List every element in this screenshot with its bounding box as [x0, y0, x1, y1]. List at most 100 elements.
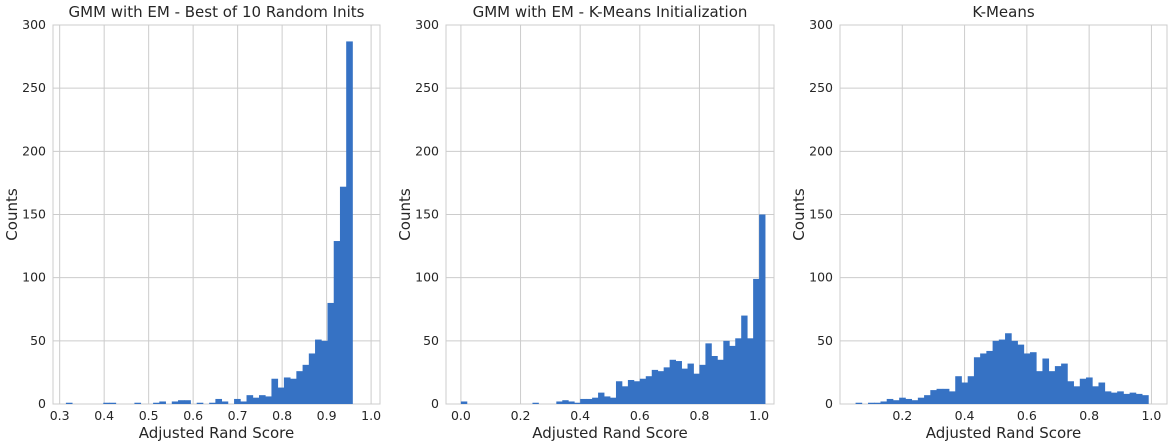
histogram-bar: [271, 378, 279, 404]
y-tick-label: 150: [809, 207, 833, 222]
histogram-bar: [598, 392, 605, 404]
histogram-bar: [1135, 393, 1143, 404]
chart-panel-2: 0 50 100 150 200 250 300 0.0 0.2 0.4 0.6 0.8 1.0 GMM …: [396, 3, 775, 442]
histogram-bar: [949, 391, 956, 404]
histogram-bar: [1054, 366, 1062, 404]
y-tick-label: 200: [22, 143, 46, 158]
histogram-bar: [1117, 391, 1124, 404]
x-tick-label: 1.0: [749, 408, 769, 423]
x-tick-label: 0.8: [1079, 408, 1099, 423]
chart-title: GMM with EM - K-Means Initialization: [473, 3, 748, 21]
histogram-bar: [663, 367, 671, 404]
histogram-bar: [961, 382, 969, 404]
y-axis-label: Counts: [396, 188, 414, 241]
histogram-bar: [586, 398, 593, 404]
histogram-bar: [917, 397, 925, 404]
histogram-bar: [1142, 395, 1149, 404]
histogram-bar: [1067, 381, 1074, 404]
histogram-bar: [855, 402, 863, 404]
histogram-bar: [252, 397, 260, 404]
histogram-bar: [942, 388, 950, 404]
y-tick-label: 0: [38, 396, 46, 411]
y-tick-label: 50: [423, 333, 439, 348]
histogram-bar: [1073, 386, 1081, 404]
histogram-bar: [633, 381, 641, 404]
y-axis-label: Counts: [3, 188, 21, 241]
histogram-bar: [532, 402, 539, 404]
y-tick-label: 100: [415, 270, 439, 285]
histogram-bar: [759, 214, 766, 404]
y-tick-label: 100: [22, 270, 46, 285]
histogram-bar: [899, 397, 906, 404]
histogram-bar: [265, 396, 272, 404]
histogram-bar: [604, 396, 611, 404]
histogram-bar: [1042, 358, 1050, 404]
histogram-bar: [296, 371, 303, 404]
y-tick-label: 250: [22, 80, 46, 95]
histogram-bar: [681, 368, 688, 404]
x-tick-label: 0.2: [892, 408, 912, 423]
histogram-bar: [699, 364, 706, 404]
histogram-bar: [1092, 386, 1099, 404]
histogram-bar: [1029, 352, 1037, 404]
histogram-bar: [65, 402, 73, 404]
histogram-bar: [258, 395, 266, 404]
histogram-bar: [346, 41, 353, 404]
chart-panel-3: 0 50 100 150 200 250 300 0.2 0.4 0.6 0.8 1.0 K-Means…: [790, 3, 1168, 442]
histogram-bar: [1005, 333, 1012, 404]
histogram-bar: [215, 398, 223, 404]
histogram-bar: [109, 402, 117, 404]
histogram-bar: [905, 398, 913, 404]
histogram-bar: [723, 340, 730, 404]
histogram-bar: [1023, 353, 1031, 404]
histogram-bar: [246, 395, 254, 404]
histogram-bar: [687, 363, 694, 404]
x-axis-label: Adjusted Rand Score: [926, 424, 1082, 442]
histogram-bar: [992, 340, 1000, 404]
histogram-bar: [967, 376, 975, 404]
histogram-bar: [711, 355, 718, 404]
chart-panel-1: 0 50 100 150 200 250 300 0.3 0.4 0.5 0.6 0.7 0.8 0.9 1…: [3, 3, 381, 442]
histogram-bar: [1123, 393, 1131, 404]
y-tick-label: 150: [415, 207, 439, 222]
histogram-bar: [460, 401, 468, 404]
histogram-bar: [159, 401, 166, 404]
x-tick-label: 0.4: [570, 408, 590, 423]
histogram-bar: [651, 369, 659, 404]
histogram-bar: [1048, 371, 1056, 404]
histogram-bar: [615, 381, 623, 404]
histogram-bar: [1079, 378, 1087, 404]
histogram-bar: [134, 402, 142, 404]
x-tick-label: 0.6: [183, 408, 203, 423]
histogram-bar: [1061, 363, 1068, 404]
histogram-bar: [277, 387, 285, 404]
y-tick-label: 50: [817, 333, 833, 348]
histogram-bar: [675, 361, 682, 404]
histogram-bar: [240, 401, 247, 404]
y-tick-label: 200: [809, 143, 833, 158]
histogram-bar: [753, 278, 760, 404]
histogram-bar: [621, 386, 629, 404]
histogram-bar: [924, 395, 931, 404]
x-axis-label: Adjusted Rand Score: [139, 424, 295, 442]
histogram-bar: [562, 400, 569, 404]
x-tick-label: 1.0: [361, 408, 381, 423]
y-axis-label: Counts: [790, 188, 808, 241]
histogram-bar: [880, 401, 888, 404]
histogram-bar: [333, 241, 341, 404]
histogram-bar: [308, 353, 316, 404]
histogram-bar: [639, 378, 647, 404]
x-tick-label: 0.6: [630, 408, 650, 423]
histogram-bar: [339, 186, 347, 404]
chart-title: GMM with EM - Best of 10 Random Inits: [69, 3, 365, 21]
y-tick-label: 50: [30, 333, 46, 348]
histogram-bar: [886, 398, 894, 404]
histogram-bar: [610, 397, 617, 404]
histogram-bar: [103, 402, 110, 404]
histogram-bar: [302, 364, 310, 404]
histogram-bar: [980, 353, 987, 404]
y-tick-label: 0: [431, 396, 439, 411]
y-tick-label: 300: [22, 17, 46, 32]
y-tick-label: 300: [415, 17, 439, 32]
histogram-bar: [693, 373, 700, 404]
